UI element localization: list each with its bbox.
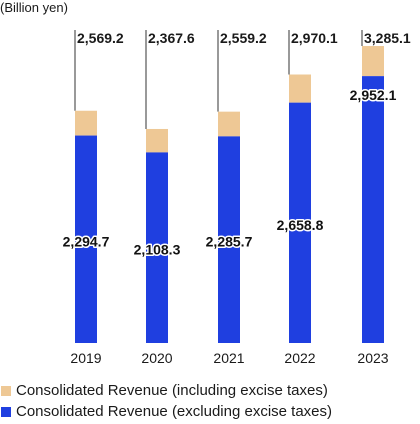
legend-item-excluding-tax: Consolidated Revenue (excluding excise t…	[0, 401, 420, 422]
value-label-excluding-tax-2020: 2,108.3	[134, 242, 181, 258]
bar-segment-excluding-tax-2020	[146, 152, 168, 343]
legend-label-excluding-tax: Consolidated Revenue (excluding excise t…	[16, 403, 333, 420]
x-tick-label-2019: 2019	[70, 350, 101, 366]
bar-segment-including-tax-2019	[75, 110, 97, 136]
x-tick-label-2023: 2023	[357, 350, 388, 366]
x-tick-label-2022: 2022	[284, 350, 315, 366]
x-tick-label-2020: 2020	[141, 350, 172, 366]
value-label-excluding-tax-2023: 2,952.1	[350, 87, 397, 103]
unit-label: (Billion yen)	[0, 0, 68, 15]
bar-segment-excluding-tax-2022	[289, 102, 311, 344]
total-label-2020: 2,367.6	[148, 30, 195, 46]
bar-segment-excluding-tax-2021	[218, 136, 240, 343]
bar-segment-including-tax-2023	[362, 46, 384, 77]
total-label-2021: 2,559.2	[220, 30, 267, 46]
value-label-excluding-tax-2022: 2,658.8	[277, 217, 324, 233]
bar-segment-including-tax-2020	[146, 128, 168, 153]
total-label-2019: 2,569.2	[77, 30, 124, 46]
total-label-2023: 3,285.1	[364, 30, 411, 46]
value-label-excluding-tax-2021: 2,285.7	[206, 234, 253, 250]
chart-plot-area: 2,569.2 2,294.7 2019 2,367.6 2,108.3 2020 2,55…	[61, 30, 411, 366]
total-label-2022: 2,970.1	[291, 30, 338, 46]
bar-segment-including-tax-2022	[289, 74, 311, 103]
legend-item-including-tax: Consolidated Revenue (including excise t…	[0, 380, 420, 401]
bar-segment-including-tax-2021	[218, 111, 240, 137]
x-tick-label-2021: 2021	[213, 350, 244, 366]
legend: Consolidated Revenue (including excise t…	[0, 380, 420, 422]
bar-segment-excluding-tax-2023	[362, 76, 384, 343]
legend-swatch-excluding-tax	[1, 406, 11, 417]
legend-swatch-including-tax	[1, 385, 11, 396]
value-label-excluding-tax-2019: 2,294.7	[63, 233, 110, 249]
legend-label-including-tax: Consolidated Revenue (including excise t…	[16, 382, 328, 399]
bar-segment-excluding-tax-2019	[75, 135, 97, 343]
